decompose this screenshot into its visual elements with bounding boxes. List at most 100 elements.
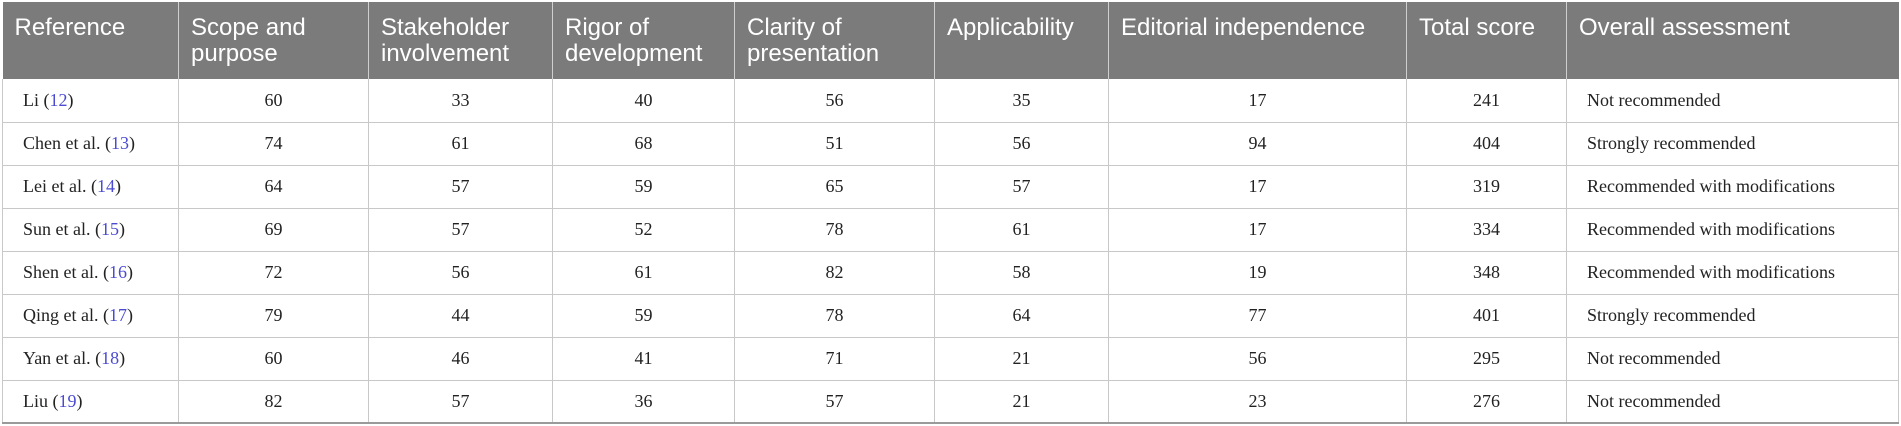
stakeholder-involvement-cell: 57: [368, 208, 553, 252]
table-row: Chen et al. (13) 74 61 68 51 56 94 404 Strongly …: [2, 122, 1899, 166]
scope-and-purpose-cell: 69: [178, 208, 369, 252]
editorial-independence-cell: 94: [1108, 122, 1407, 166]
header-reference: Reference: [2, 2, 179, 79]
scope-and-purpose-cell: 72: [178, 251, 369, 295]
rigor-of-development-cell: 68: [552, 122, 735, 166]
clarity-of-presentation-cell: 65: [734, 165, 935, 209]
rigor-of-development-cell: 40: [552, 79, 735, 123]
stakeholder-involvement-cell: 46: [368, 337, 553, 381]
reference-author: Sun et al.: [23, 219, 91, 239]
applicability-cell: 21: [934, 337, 1109, 381]
editorial-independence-cell: 56: [1108, 337, 1407, 381]
header-editorial-independence: Editorial independence: [1108, 2, 1407, 79]
clarity-of-presentation-cell: 71: [734, 337, 935, 381]
table-row: Lei et al. (14) 64 57 59 65 57 17 319 Recommende…: [2, 165, 1899, 209]
total-score-cell: 241: [1406, 79, 1567, 123]
editorial-independence-cell: 23: [1108, 380, 1407, 424]
citation-link[interactable]: 17: [108, 305, 127, 325]
reference-author: Qing et al.: [23, 305, 99, 325]
scope-and-purpose-cell: 60: [178, 337, 369, 381]
stakeholder-involvement-cell: 44: [368, 294, 553, 338]
scope-and-purpose-cell: 64: [178, 165, 369, 209]
header-total-score: Total score: [1406, 2, 1567, 79]
overall-assessment-cell: Not recommended: [1566, 79, 1899, 123]
citation-link[interactable]: 12: [49, 89, 68, 110]
rigor-of-development-cell: 41: [552, 337, 735, 381]
clarity-of-presentation-cell: 56: [734, 79, 935, 123]
clarity-of-presentation-cell: 78: [734, 208, 935, 252]
total-score-cell: 401: [1406, 294, 1567, 338]
total-score-cell: 295: [1406, 337, 1567, 381]
scope-and-purpose-cell: 79: [178, 294, 369, 338]
applicability-cell: 56: [934, 122, 1109, 166]
applicability-cell: 61: [934, 208, 1109, 252]
overall-assessment-cell: Strongly recommended: [1566, 294, 1899, 338]
citation-link[interactable]: 18: [101, 348, 120, 368]
overall-assessment-cell: Strongly recommended: [1566, 122, 1899, 166]
reference-cell: Chen et al. (13): [2, 122, 179, 166]
reference-cell: Li (12): [2, 79, 179, 123]
rigor-of-development-cell: 61: [552, 251, 735, 295]
reference-cell: Shen et al. (16): [2, 251, 179, 295]
citation-link[interactable]: 13: [110, 133, 129, 153]
table-row: Yan et al. (18) 60 46 41 71 21 56 295 Not recomm…: [2, 337, 1899, 381]
header-scope-and-purpose: Scope and purpose: [178, 2, 369, 79]
rigor-of-development-cell: 52: [552, 208, 735, 252]
scope-and-purpose-cell: 60: [178, 79, 369, 123]
citation-link[interactable]: 19: [58, 390, 77, 411]
citation-link[interactable]: 15: [101, 219, 119, 239]
applicability-cell: 57: [934, 165, 1109, 209]
reference-author: Liu: [23, 390, 48, 411]
total-score-cell: 348: [1406, 251, 1567, 295]
reference-cell: Sun et al. (15): [2, 208, 179, 252]
header-row: Reference Scope and purpose Stakeholder …: [2, 2, 1899, 79]
editorial-independence-cell: 17: [1108, 79, 1407, 123]
header-clarity-of-presentation: Clarity of presentation: [734, 2, 935, 79]
clarity-of-presentation-cell: 57: [734, 380, 935, 424]
clarity-of-presentation-cell: 51: [734, 122, 935, 166]
table-row: Sun et al. (15) 69 57 52 78 61 17 334 Recommende…: [2, 208, 1899, 252]
total-score-cell: 319: [1406, 165, 1567, 209]
header-overall-assessment: Overall assessment: [1579, 14, 1790, 41]
reference-author: Li: [23, 89, 39, 110]
reference-author: Shen et al.: [23, 262, 99, 282]
table-row: Liu (19) 82 57 36 57 21 23 276 Not recommended: [2, 380, 1899, 424]
editorial-independence-cell: 17: [1108, 165, 1407, 209]
reference-author: Yan et al.: [23, 348, 91, 368]
editorial-independence-cell: 77: [1108, 294, 1407, 338]
editorial-independence-cell: 19: [1108, 251, 1407, 295]
table-row: Li (12) 60 33 40 56 35 17 241 Not recommended: [2, 79, 1899, 123]
citation-link[interactable]: 14: [96, 176, 115, 196]
overall-assessment-cell: Recommended with modifications: [1566, 165, 1899, 209]
citation-link[interactable]: 16: [108, 262, 127, 282]
reference-cell: Yan et al. (18): [2, 337, 179, 381]
table-row: Shen et al. (16) 72 56 61 82 58 19 348 Recommend…: [2, 251, 1899, 295]
overall-assessment-cell: Not recommended: [1566, 337, 1899, 381]
reference-author: Lei et al.: [23, 176, 87, 196]
table-body: Li (12) 60 33 40 56 35 17 241 Not recommended Che…: [2, 79, 1899, 424]
total-score-cell: 334: [1406, 208, 1567, 252]
rigor-of-development-cell: 59: [552, 165, 735, 209]
overall-assessment-cell: Recommended with modifications: [1566, 251, 1899, 295]
reference-author: Chen et al.: [23, 133, 101, 153]
reference-cell: Qing et al. (17): [2, 294, 179, 338]
overall-assessment-cell: Not recommended: [1566, 380, 1899, 424]
applicability-cell: 21: [934, 380, 1109, 424]
header-stakeholder-involvement: Stakeholder involvement: [368, 2, 553, 79]
editorial-independence-cell: 17: [1108, 208, 1407, 252]
overall-assessment-cell: Recommended with modifications: [1566, 208, 1899, 252]
applicability-cell: 64: [934, 294, 1109, 338]
stakeholder-involvement-cell: 61: [368, 122, 553, 166]
clarity-of-presentation-cell: 82: [734, 251, 935, 295]
total-score-cell: 404: [1406, 122, 1567, 166]
rigor-of-development-cell: 59: [552, 294, 735, 338]
applicability-cell: 58: [934, 251, 1109, 295]
scope-and-purpose-cell: 74: [178, 122, 369, 166]
total-score-cell: 276: [1406, 380, 1567, 424]
stakeholder-involvement-cell: 57: [368, 165, 553, 209]
table-row: Qing et al. (17) 79 44 59 78 64 77 401 Strongly …: [2, 294, 1899, 338]
reference-cell: Lei et al. (14): [2, 165, 179, 209]
scope-and-purpose-cell: 82: [178, 380, 369, 424]
header-rigor-of-development: Rigor of development: [552, 2, 735, 79]
